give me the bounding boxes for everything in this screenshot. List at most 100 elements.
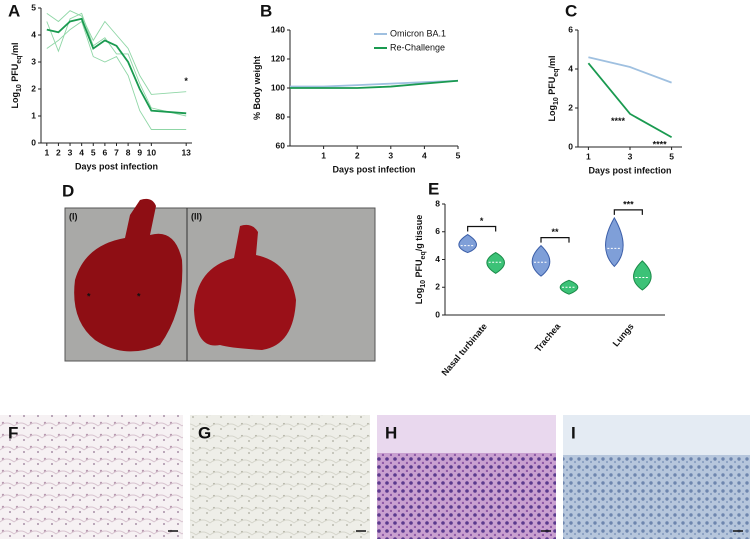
annotation: * <box>184 76 188 86</box>
y-axis-label-part: 10 <box>16 84 23 92</box>
y-axis-label: Log10 PFUeq/g tissue <box>414 215 427 305</box>
y-axis-label-part: Log <box>10 92 20 109</box>
series-line <box>46 12 187 117</box>
x-tick-label: 8 <box>126 147 131 157</box>
y-axis-label-part: PFU <box>414 259 424 280</box>
lung-right <box>194 224 296 350</box>
x-tick-label: Nasal turbinate <box>440 321 489 377</box>
legend-label: Re-Challenge <box>390 42 445 52</box>
x-tick-label: 3 <box>388 150 393 160</box>
series-line <box>587 62 673 139</box>
y-axis-label-part: % Body weight <box>252 56 262 120</box>
histology-image <box>190 415 370 539</box>
photo-marker: * <box>137 291 141 301</box>
y-tick-label: 4 <box>31 29 36 39</box>
legend-label: Omicron BA.1 <box>390 28 446 38</box>
panel-label: H <box>385 423 397 442</box>
y-axis-label: Log10 PFUeq/ml <box>10 43 23 109</box>
x-tick-label: 5 <box>456 150 461 160</box>
y-axis-label-part: /g tissue <box>414 215 424 252</box>
x-tick-label: 6 <box>103 147 108 157</box>
y-tick-label: 4 <box>435 254 440 264</box>
histology-image <box>0 415 183 539</box>
x-tick-label: Lungs <box>611 321 636 348</box>
panel-label: F <box>8 423 18 442</box>
x-tick-label: 5 <box>669 151 674 161</box>
y-axis-label-part: eq <box>553 69 560 77</box>
violin <box>633 260 652 291</box>
x-tick-label: 9 <box>137 147 142 157</box>
significance-bracket <box>467 225 497 232</box>
x-tick-label: 1 <box>44 147 49 157</box>
series-line <box>46 17 187 115</box>
y-tick-label: 100 <box>271 82 285 92</box>
photo-marker: * <box>87 291 91 301</box>
significance-bracket <box>613 209 643 215</box>
y-axis-label-part: /ml <box>10 43 20 56</box>
violin <box>486 251 505 274</box>
x-tick-label: 13 <box>181 147 191 157</box>
y-tick-label: 0 <box>435 309 440 319</box>
y-axis-label-part: PFU <box>10 64 20 85</box>
y-axis-label-part: eq <box>16 56 23 64</box>
series-line <box>588 56 672 84</box>
y-tick-label: 60 <box>276 140 286 150</box>
panel-label: D <box>62 181 74 200</box>
panel-label: C <box>565 1 577 20</box>
y-tick-label: 0 <box>31 137 36 147</box>
annotation: **** <box>611 116 626 126</box>
series-line <box>290 79 459 88</box>
violin <box>458 233 477 254</box>
series-line <box>46 20 187 130</box>
x-tick-label: 4 <box>422 150 427 160</box>
y-axis-label: % Body weight <box>252 56 262 120</box>
y-tick-label: 2 <box>435 282 440 292</box>
y-axis-label-part: /ml <box>547 56 557 69</box>
lung-photo <box>64 198 376 362</box>
x-tick-label: 3 <box>628 151 633 161</box>
x-tick-label: 5 <box>91 147 96 157</box>
x-tick-label: 2 <box>56 147 61 157</box>
y-axis-label-part: 10 <box>420 280 427 288</box>
x-tick-label: 1 <box>321 150 326 160</box>
violin <box>531 244 551 277</box>
y-tick-label: 80 <box>276 111 286 121</box>
series-line <box>46 10 187 95</box>
y-axis-label-part: PFU <box>547 77 557 98</box>
y-tick-label: 5 <box>31 2 36 12</box>
y-tick-label: 0 <box>568 141 573 151</box>
photo-sublabel: (II) <box>191 211 202 221</box>
x-tick-label: 10 <box>147 147 157 157</box>
y-tick-label: 6 <box>568 24 573 34</box>
panel-label: B <box>260 1 272 20</box>
significance-bracket <box>540 237 570 243</box>
x-tick-label: Trachea <box>533 321 563 354</box>
y-tick-label: 120 <box>271 53 285 63</box>
histology-lumen <box>377 415 556 453</box>
series-line <box>290 79 459 89</box>
significance-label: * <box>480 216 484 226</box>
lung-left <box>74 198 183 352</box>
y-axis-label-part: Log <box>414 288 424 305</box>
panel-label: A <box>8 1 20 20</box>
significance-label: *** <box>623 199 634 209</box>
y-tick-label: 1 <box>31 110 36 120</box>
x-tick-label: 1 <box>586 151 591 161</box>
y-axis-label-part: 10 <box>553 97 560 105</box>
panel-label: G <box>198 423 211 442</box>
panel-label: E <box>428 179 439 198</box>
photo-sublabel: (I) <box>69 211 78 221</box>
x-tick-label: 3 <box>68 147 73 157</box>
x-axis-label: Days post infection <box>75 161 158 171</box>
y-tick-label: 2 <box>31 83 36 93</box>
violin <box>605 216 624 268</box>
x-tick-label: 4 <box>79 147 84 157</box>
y-tick-label: 2 <box>568 102 573 112</box>
y-axis-label-part: Log <box>547 105 557 122</box>
x-axis-label: Days post infection <box>588 165 671 175</box>
histology-lumen <box>563 415 750 455</box>
y-axis-label-part: eq <box>420 251 427 259</box>
x-tick-label: 2 <box>355 150 360 160</box>
x-tick-label: 7 <box>114 147 119 157</box>
